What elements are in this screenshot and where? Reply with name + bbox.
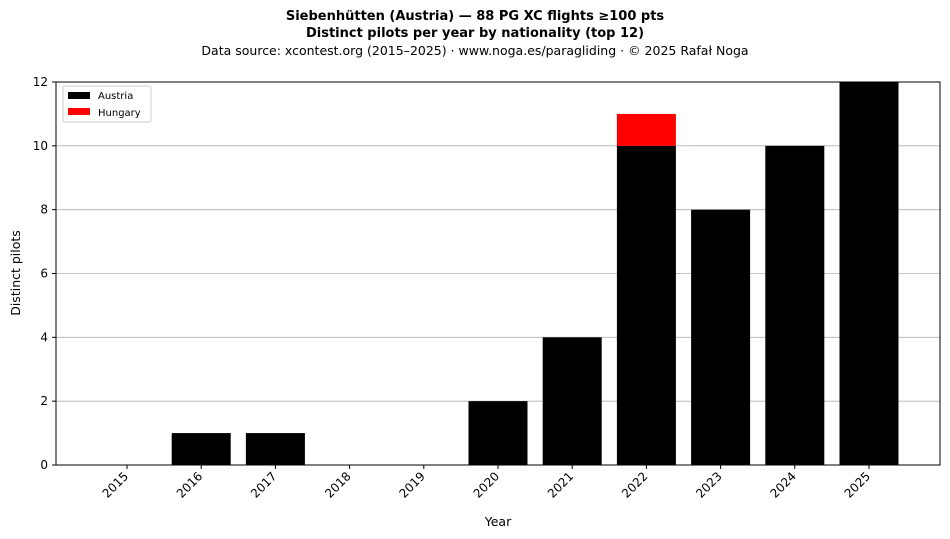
legend-swatch-austria <box>68 92 90 99</box>
y-tick-label-4: 4 <box>40 330 48 344</box>
y-tick-label-6: 6 <box>40 267 48 281</box>
chart-title: Siebenhütten (Austria) — 88 PG XC flight… <box>286 9 665 24</box>
bar-hungary-2022 <box>616 113 676 146</box>
legend-label-austria: Austria <box>98 91 133 102</box>
y-tick-label-8: 8 <box>40 203 48 217</box>
bar-austria-2017 <box>245 433 305 465</box>
y-axis-label: Distinct pilots <box>8 230 23 316</box>
legend-swatch-hungary <box>68 108 90 115</box>
bar-austria-2025 <box>839 82 899 465</box>
legend-label-hungary: Hungary <box>98 108 141 119</box>
y-axis-ticks: 0 2 4 6 8 10 12 <box>33 75 56 472</box>
chart-source-line: Data source: xcontest.org (2015–2025) · … <box>201 43 748 58</box>
y-tick-label-2: 2 <box>40 394 48 408</box>
y-tick-label-10: 10 <box>33 139 48 153</box>
y-tick-label-0: 0 <box>40 458 48 472</box>
x-axis-label: Year <box>484 514 512 529</box>
bar-austria-2022 <box>616 145 676 466</box>
bar-austria-2021 <box>542 337 602 465</box>
bar-austria-2023 <box>691 209 751 465</box>
bar-austria-2016 <box>171 433 231 465</box>
chart-subtitle: Distinct pilots per year by nationality … <box>306 26 644 41</box>
bar-austria-2020 <box>468 401 528 465</box>
bar-austria-2024 <box>765 145 825 466</box>
legend: Austria Hungary <box>62 85 152 123</box>
y-tick-label-12: 12 <box>33 75 48 89</box>
bars <box>171 82 899 466</box>
